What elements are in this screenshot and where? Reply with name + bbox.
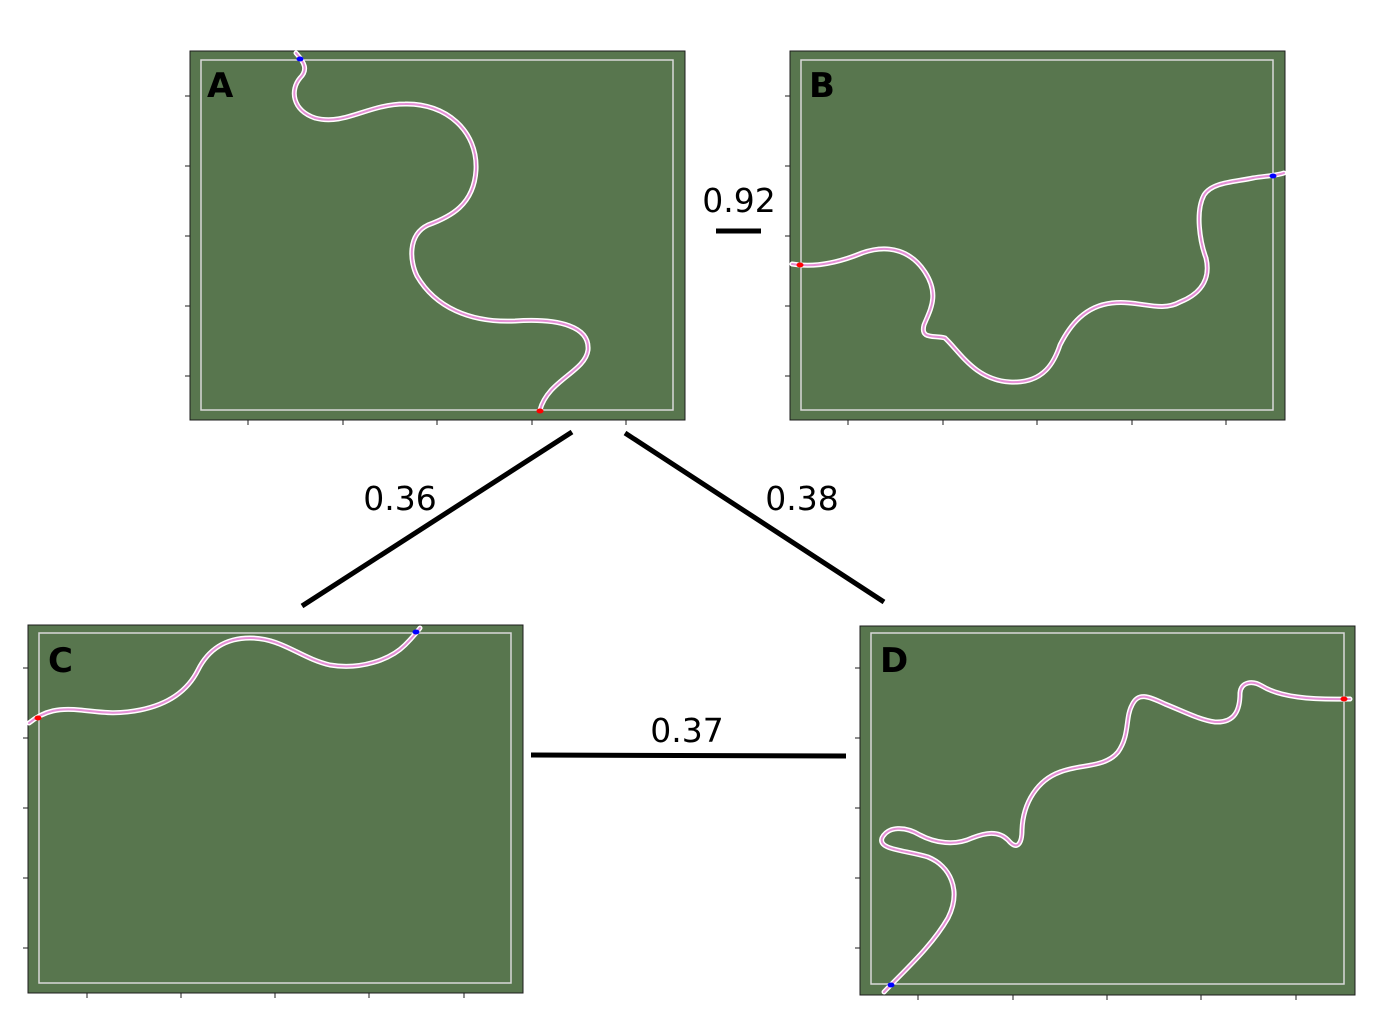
panel-c-end-marker [34, 715, 42, 721]
edge-a-b-label: 0.92 [702, 181, 775, 220]
panel-d-inner-frame [870, 632, 1345, 985]
panel-b-label: B [809, 66, 835, 106]
panel-c-field [27, 624, 524, 994]
edge-c-d: 0.37 [530, 711, 847, 759]
panel-a: A [185, 50, 686, 425]
panel-a-track [291, 50, 591, 413]
panel-c: C [23, 624, 524, 998]
edge-a-c-label: 0.36 [363, 479, 436, 518]
panel-a-ticks [185, 95, 627, 425]
panel-a-start-marker [296, 56, 304, 62]
edge-a-c-line [300, 429, 574, 609]
panel-c-label: C [48, 641, 73, 681]
panel-c-ticks [23, 667, 465, 998]
panel-d-label: D [880, 641, 908, 681]
panel-b-start-marker [1269, 173, 1277, 179]
edge-c-d-label: 0.37 [650, 711, 723, 750]
edge-a-d: 0.38 [623, 430, 886, 605]
edge-a-b: 0.92 [702, 181, 776, 234]
edge-a-d-label: 0.38 [765, 479, 838, 518]
panel-b-field [789, 50, 1286, 421]
panel-b-end-marker [796, 262, 804, 268]
panel-c-track [26, 625, 423, 726]
panel-d: D [855, 625, 1356, 1000]
panel-d-ticks [855, 667, 1297, 1000]
panel-d-end-marker [1340, 696, 1348, 702]
panel-b-inner-frame [800, 59, 1274, 411]
edge-a-d-line [623, 430, 886, 605]
panel-b: B [785, 50, 1287, 425]
panel-d-track [879, 680, 1353, 995]
panel-c-start-marker [412, 629, 420, 635]
panel-a-field [189, 50, 686, 421]
panel-a-end-marker [536, 408, 544, 414]
panel-c-inner-frame [38, 632, 512, 984]
panel-d-field [859, 625, 1356, 996]
panel-b-track [789, 170, 1287, 385]
panel-a-label: A [207, 66, 234, 106]
edge-a-c: 0.36 [300, 429, 574, 609]
panel-b-ticks [785, 95, 1227, 425]
panel-a-inner-frame [200, 59, 674, 411]
edge-c-d-line [530, 752, 847, 759]
panel-d-start-marker [887, 982, 895, 988]
